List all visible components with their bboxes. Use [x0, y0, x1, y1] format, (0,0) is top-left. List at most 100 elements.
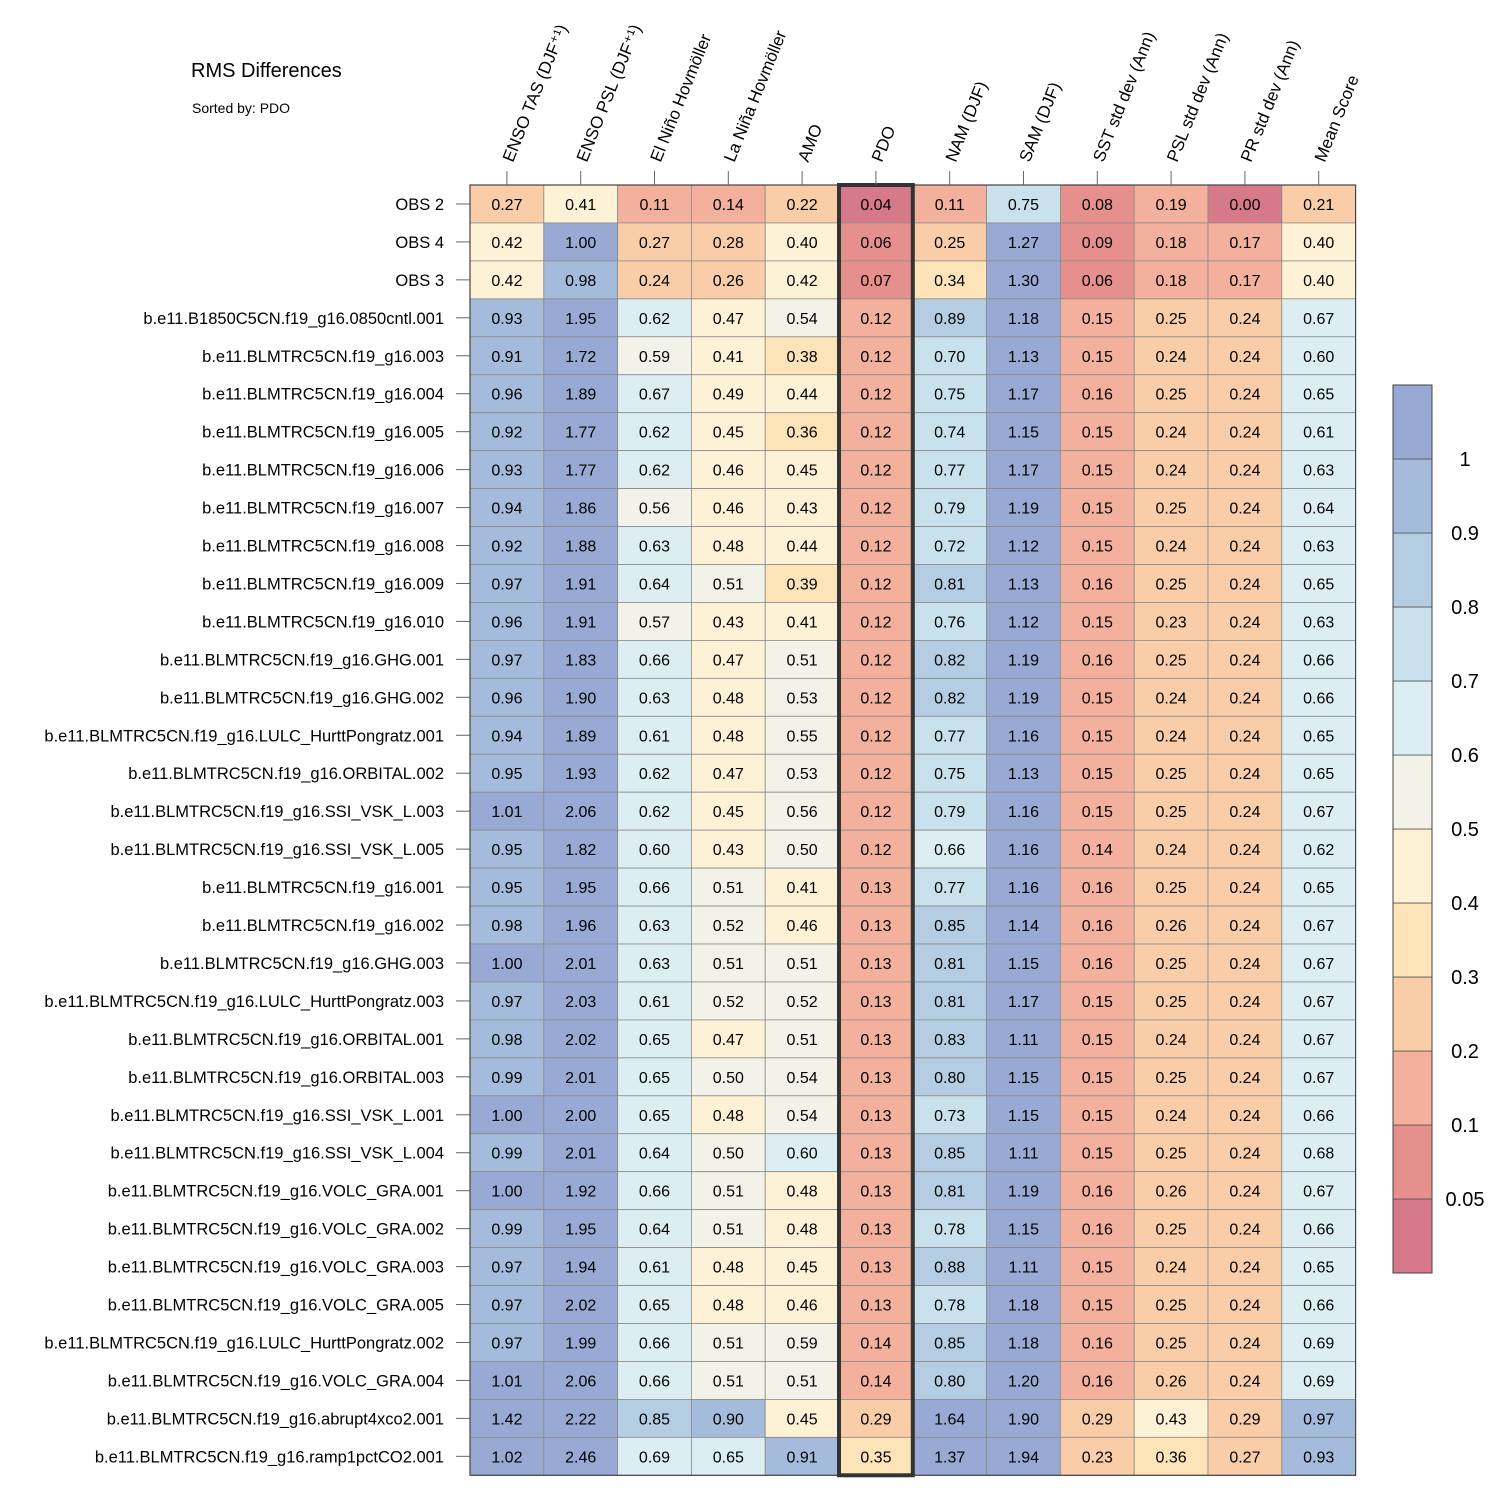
heatmap-cell	[1133, 791, 1209, 831]
row-label: b.e11.BLMTRC5CN.f19_g16.009	[202, 575, 444, 593]
heatmap-cell	[1133, 867, 1209, 907]
cell-value: 0.15	[1082, 614, 1113, 631]
cell-value: 1.17	[1008, 994, 1039, 1011]
heatmap-cell	[912, 602, 987, 641]
cell-value: 0.17	[1229, 235, 1260, 252]
cell-value: 0.06	[860, 235, 891, 252]
heatmap-cell	[617, 1285, 692, 1324]
heatmap-cell	[617, 222, 692, 262]
cell-value: 0.12	[860, 501, 891, 518]
heatmap-cell	[617, 298, 692, 338]
cell-value: 0.24	[1229, 1222, 1260, 1239]
cell-value: 0.51	[713, 1222, 744, 1239]
cell-value: 0.96	[491, 690, 522, 707]
cell-value: 0.72	[934, 539, 965, 556]
colorbar-segment	[1392, 1198, 1433, 1274]
cell-value: 0.48	[713, 539, 744, 556]
heatmap-cell	[1060, 1133, 1135, 1173]
heatmap-cell	[986, 412, 1061, 452]
row-label: b.e11.BLMTRC5CN.f19_g16.GHG.001	[160, 651, 444, 669]
cell-value: 1.19	[1008, 1184, 1039, 1201]
cell-value: 0.82	[934, 690, 965, 707]
cell-value: 1.82	[565, 842, 596, 859]
heatmap-cell	[469, 905, 545, 945]
cell-value: 0.16	[1082, 576, 1113, 593]
cell-value: 0.85	[639, 1411, 670, 1428]
heatmap-cell	[764, 298, 840, 338]
heatmap-cell	[1207, 981, 1283, 1021]
cell-value: 0.24	[1229, 463, 1260, 480]
heatmap-cell	[1207, 412, 1283, 452]
cell-value: 1.91	[565, 576, 596, 593]
heatmap-cell	[764, 677, 840, 717]
heatmap-cell	[1207, 753, 1283, 793]
heatmap-cell	[1060, 1323, 1135, 1362]
heatmap-cell	[1060, 260, 1135, 300]
row-label: b.e11.BLMTRC5CN.f19_g16.010	[202, 613, 444, 631]
cell-value: 1.15	[1008, 956, 1039, 973]
cell-value: 0.51	[713, 1373, 744, 1390]
cell-value: 0.25	[1156, 387, 1187, 404]
cell-value: 0.24	[1229, 1108, 1260, 1125]
heatmap-cell	[469, 526, 545, 565]
cell-value: 2.01	[565, 1070, 596, 1087]
heatmap-cell	[838, 1247, 914, 1286]
colorbar-label: 0.3	[1451, 967, 1479, 989]
heatmap-cell	[691, 715, 766, 755]
cell-value: 1.11	[1009, 1032, 1039, 1049]
heatmap-cell	[912, 564, 987, 603]
heatmap-cell	[617, 450, 692, 489]
cell-value: 0.97	[1303, 1411, 1334, 1428]
heatmap-cell	[986, 1399, 1061, 1438]
heatmap-cell	[986, 1019, 1061, 1059]
column-label: ENSO TAS (DJF⁺¹)	[499, 22, 571, 165]
cell-value: 0.36	[1156, 1449, 1187, 1466]
heatmap-cell	[1281, 222, 1357, 262]
row-label: b.e11.BLMTRC5CN.f19_g16.VOLC_GRA.001	[108, 1183, 444, 1201]
cell-value: 0.63	[639, 539, 670, 556]
heatmap-cell	[912, 1171, 987, 1211]
cell-value: 0.75	[934, 766, 965, 783]
cell-value: 0.24	[1156, 1260, 1187, 1277]
cell-value: 0.50	[787, 842, 818, 859]
cell-value: 0.24	[1156, 425, 1187, 442]
heatmap-cell	[469, 564, 545, 603]
cell-value: 0.98	[565, 273, 596, 290]
cell-value: 0.65	[1303, 387, 1334, 404]
heatmap-cell	[838, 1399, 914, 1438]
colorbar-segment	[1392, 606, 1433, 682]
cell-value: 0.53	[787, 690, 818, 707]
column-label: La Niña Hovmöller	[720, 27, 790, 164]
cell-value: 0.67	[1303, 1184, 1334, 1201]
cell-value: 1.11	[1009, 1260, 1039, 1277]
heatmap-cell	[912, 867, 987, 907]
heatmap-cell	[469, 374, 545, 414]
cell-value: 0.63	[639, 690, 670, 707]
cell-value: 1.17	[1008, 387, 1039, 404]
heatmap-cell	[1133, 829, 1209, 869]
cell-value: 0.69	[1303, 1335, 1334, 1352]
cell-value: 0.16	[1082, 1184, 1113, 1201]
heatmap-cell	[1060, 1285, 1135, 1324]
cell-value: 0.61	[639, 994, 670, 1011]
heatmap-cell	[1133, 1361, 1209, 1400]
cell-value: 0.99	[491, 1222, 522, 1239]
cell-value: 0.15	[1082, 1298, 1113, 1315]
cell-value: 0.15	[1082, 425, 1113, 442]
heatmap-cell	[543, 1133, 618, 1173]
heatmap-cell	[617, 1057, 692, 1097]
heatmap-cell	[691, 753, 766, 793]
heatmap-cell	[469, 715, 545, 755]
row-label: b.e11.BLMTRC5CN.f19_g16.ramp1pctCO2.001	[95, 1448, 444, 1466]
cell-value: 0.48	[713, 1260, 744, 1277]
cell-value: 1.16	[1008, 804, 1039, 821]
heatmap-cell	[617, 753, 692, 793]
cell-value: 0.18	[1156, 273, 1187, 290]
colorbar-label: 0.6	[1451, 745, 1479, 767]
cell-value: 0.75	[1008, 197, 1039, 214]
cell-value: 0.24	[1229, 1032, 1260, 1049]
column-label: PR std dev (Ann)	[1237, 37, 1303, 164]
heatmap-cell	[543, 1323, 618, 1362]
cell-value: 0.93	[1303, 1449, 1334, 1466]
cell-value: 0.85	[934, 918, 965, 935]
